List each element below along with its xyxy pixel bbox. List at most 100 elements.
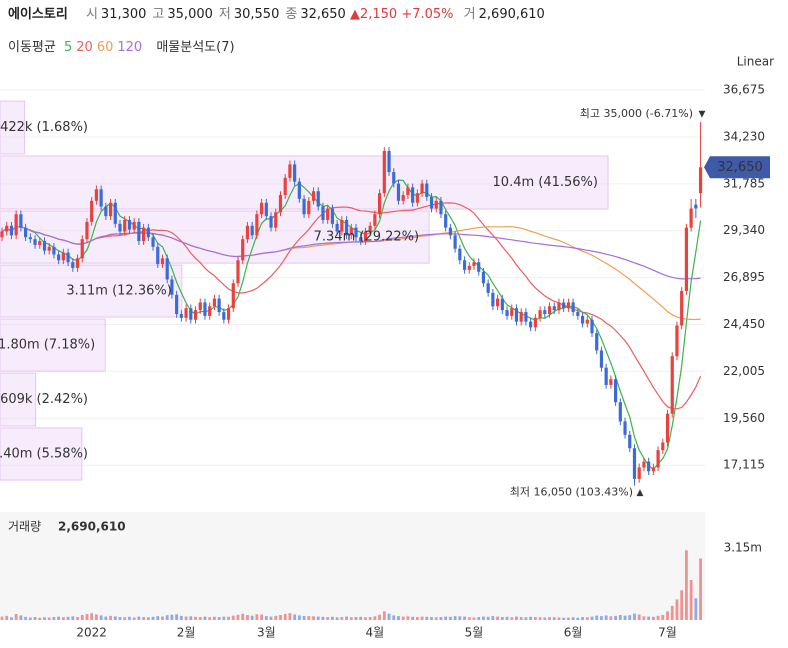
candle-body [226,308,231,320]
y-tick-label: 19,560 [723,411,765,425]
volume-bar [548,617,551,620]
y-tick-label: 26,895 [723,270,765,284]
y-tick-label: 29,340 [723,223,765,237]
candle-body [595,333,599,351]
low-marker: ▲ [637,488,644,498]
candle-body [184,308,188,318]
candle-body [250,225,254,236]
y-tick-label: 31,785 [723,176,765,190]
volume-bar [255,614,259,620]
candle-body [415,193,419,203]
candle-body [684,227,688,291]
candle-body [142,227,146,242]
x-tick-label: 2022 [76,626,107,640]
candle-body [590,319,594,334]
candle-body [562,302,566,309]
candle-body [680,290,684,326]
candle-body [156,246,160,265]
candle-body [118,223,122,232]
volume-bar [397,616,400,620]
candle-body [127,219,132,230]
y-tick-label: 17,115 [723,458,765,472]
profile-label[interactable]: 매물분석도(7) [156,40,235,55]
volume-bar [10,617,13,620]
volume-bar [449,616,452,620]
volume-bar [293,614,297,620]
profile-bar [0,427,83,481]
candle-body [651,467,655,472]
candle-body [552,306,556,311]
candle-body [57,254,61,261]
profile-label: 1.40m (5.58%) [0,446,88,461]
volume-bar [538,617,542,620]
volume-bar [246,614,249,620]
candle-body [90,200,94,222]
high-annotation: 최고 35,000 (-6.71%) [580,107,693,120]
candle-body [420,183,424,194]
scale-label[interactable]: Linear [737,55,774,69]
volume-bar [571,617,575,620]
profile-label: 609k (2.42%) [0,392,88,407]
candle-body [632,448,637,479]
volume-bar [260,614,263,620]
ma-period: 120 [117,40,143,55]
volume-bar [647,616,651,620]
candle-body [193,310,198,320]
field-value: 35,000 [167,7,213,22]
candle-body [623,421,627,435]
candle-body [170,279,174,295]
volume-bar [312,616,315,620]
volume-bar [340,617,344,620]
candle-body [260,202,264,215]
candle-body [61,252,65,261]
volume-bar [633,613,636,620]
volume-bar [500,617,504,620]
volume-bar [14,614,18,620]
volume-bar [189,616,193,620]
candle-body [599,350,604,368]
volume-bar [505,616,509,620]
candle-body [373,214,377,226]
candle-body [198,302,202,311]
volume-bar [80,614,84,620]
candle-body [637,467,641,479]
candle-body [335,223,339,232]
volume-bar [297,615,301,620]
candle-body [278,195,283,213]
volume-bar [401,616,405,620]
candle-body [146,227,150,238]
volume-bar [302,615,306,620]
candle-body [113,202,117,224]
volume-bar [5,615,9,620]
candle-body [245,225,250,240]
volume-bar [406,616,410,620]
candle-body [698,167,703,194]
moving-average [1,202,702,410]
candle-body [670,356,674,414]
volume-panel [0,512,705,620]
candle-body [481,271,486,284]
volume-bar [411,616,415,620]
legend: 이동평균 5 20 60 120 매물분석도(7) [8,36,235,55]
candle-body [453,235,457,249]
field-value: 30,550 [233,7,280,22]
candle-body [477,262,481,272]
volume-title: 거래량 [8,520,41,534]
candle-body [529,321,533,328]
moving-average [1,226,701,280]
candle-body [66,252,70,263]
ma-label[interactable]: 이동평균 [8,40,56,55]
volume-bar [208,617,212,620]
candle-body [462,260,467,270]
candle-body [614,379,618,403]
volume-bar [269,616,273,620]
candle-body [0,231,4,238]
volume-bar [274,615,278,620]
candle-body [212,298,216,307]
volume-bar [628,615,632,620]
candle-body [647,461,651,472]
candle-body [217,298,221,313]
volume-bar [104,616,108,620]
candle-body [42,241,47,251]
